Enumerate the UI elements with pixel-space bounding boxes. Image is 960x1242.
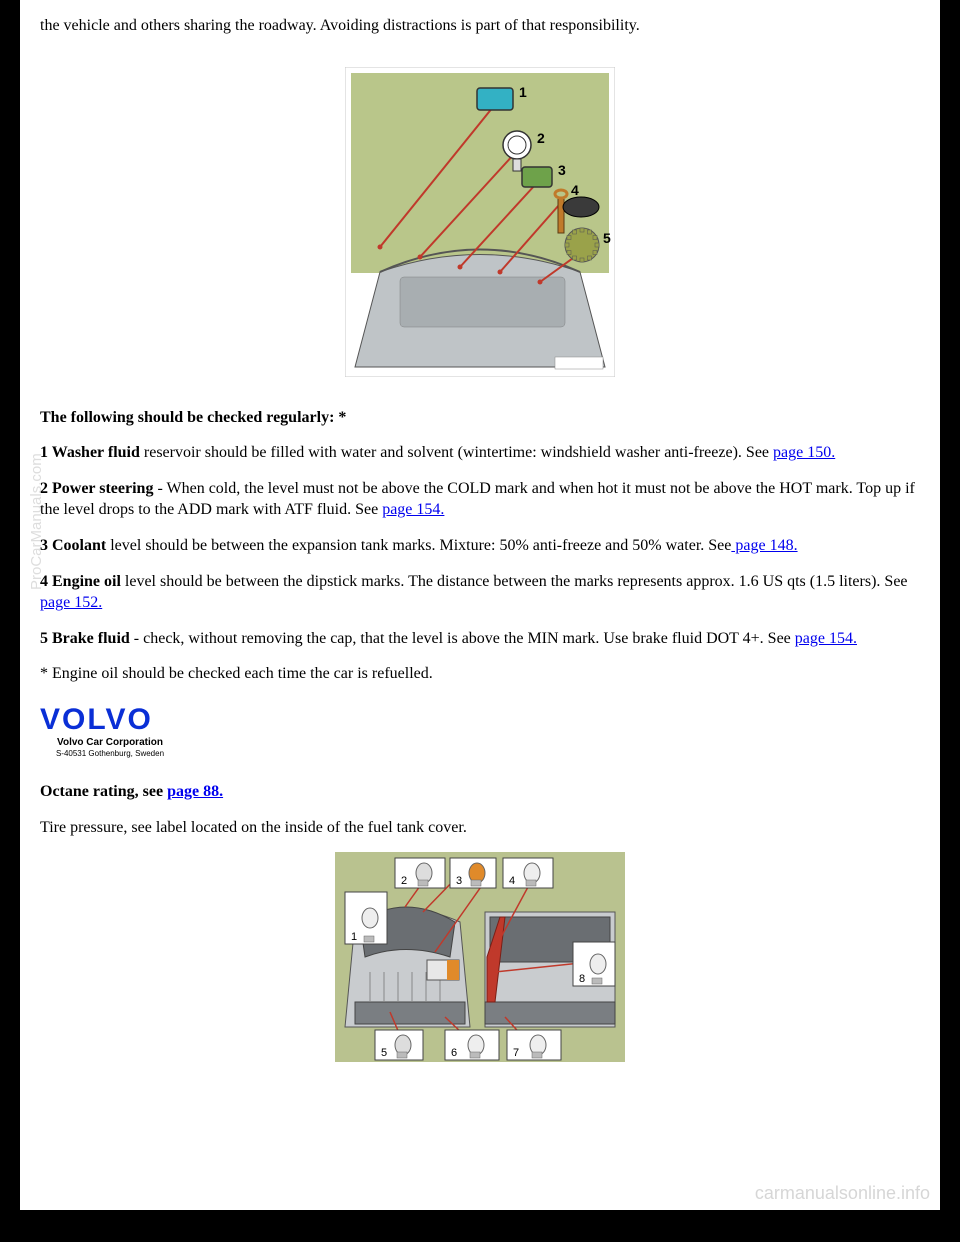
svg-text:Volvo Car Corporation: Volvo Car Corporation (57, 737, 163, 748)
page-link[interactable]: page 152. (40, 594, 102, 611)
svg-text:2: 2 (537, 130, 545, 146)
svg-text:3: 3 (456, 875, 462, 887)
svg-text:5: 5 (381, 1047, 387, 1059)
check-item: 2 Power steering - When cold, the level … (40, 478, 920, 521)
octane-line: Octane rating, see page 88. (40, 781, 920, 803)
svg-text:6: 6 (451, 1047, 457, 1059)
check-item: 3 Coolant level should be between the ex… (40, 535, 920, 557)
volvo-logo: VOLVO Volvo Car Corporation S-40531 Goth… (40, 699, 920, 766)
octane-link[interactable]: page 88. (167, 783, 223, 800)
svg-text:1: 1 (519, 84, 527, 100)
svg-text:S-40531 Gothenburg, Sweden: S-40531 Gothenburg, Sweden (56, 749, 164, 758)
check-heading: The following should be checked regularl… (40, 409, 346, 426)
svg-text:8: 8 (579, 973, 585, 985)
engine-diagram: 1 234 5 (40, 67, 920, 382)
svg-text:5: 5 (603, 230, 611, 246)
svg-text:1: 1 (351, 931, 357, 943)
watermark-bottom: carmanualsonline.info (755, 1183, 930, 1204)
intro-text: the vehicle and others sharing the roadw… (40, 15, 920, 37)
check-list: 1 Washer fluid reservoir should be fille… (40, 442, 920, 649)
page: ProCarManuals.com the vehicle and others… (20, 0, 940, 1210)
svg-text:3: 3 (558, 162, 566, 178)
check-item: 1 Washer fluid reservoir should be fille… (40, 442, 920, 464)
svg-text:2: 2 (401, 875, 407, 887)
page-link[interactable]: page 154. (795, 630, 857, 647)
bulb-diagram: 1 2 3 4 8 5 6 7 (40, 852, 920, 1067)
octane-prefix: Octane rating, see (40, 783, 167, 800)
page-link[interactable]: page 150. (773, 444, 835, 461)
check-item: 4 Engine oil level should be between the… (40, 571, 920, 614)
svg-text:4: 4 (571, 182, 579, 198)
footnote: * Engine oil should be checked each time… (40, 663, 920, 685)
svg-text:7: 7 (513, 1047, 519, 1059)
page-link[interactable]: page 154. (382, 501, 444, 518)
svg-text:VOLVO: VOLVO (40, 703, 153, 736)
check-item: 5 Brake fluid - check, without removing … (40, 628, 920, 650)
page-link[interactable]: page 148. (731, 537, 797, 554)
svg-text:4: 4 (509, 875, 515, 887)
tire-line: Tire pressure, see label located on the … (40, 817, 920, 839)
